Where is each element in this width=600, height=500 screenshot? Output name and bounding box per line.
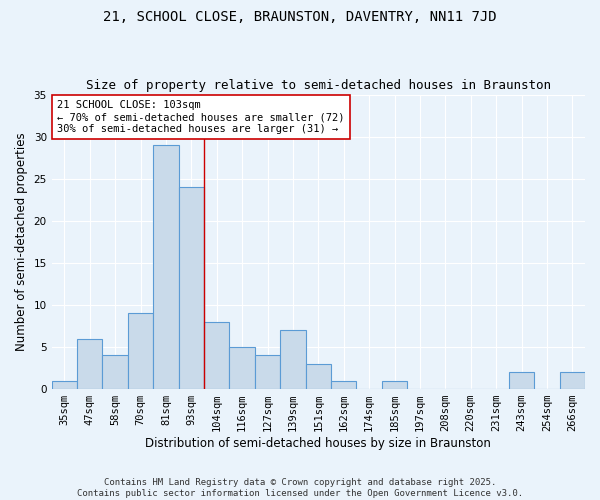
Bar [280,330,305,389]
Bar [560,372,585,389]
Bar [77,338,103,389]
X-axis label: Distribution of semi-detached houses by size in Braunston: Distribution of semi-detached houses by … [145,437,491,450]
Text: 21 SCHOOL CLOSE: 103sqm
← 70% of semi-detached houses are smaller (72)
30% of se: 21 SCHOOL CLOSE: 103sqm ← 70% of semi-de… [57,100,344,134]
Bar [331,380,356,389]
Bar [229,347,255,389]
Bar [255,356,280,389]
Bar [204,322,229,389]
Bar [153,145,179,389]
Bar [103,356,128,389]
Text: 21, SCHOOL CLOSE, BRAUNSTON, DAVENTRY, NN11 7JD: 21, SCHOOL CLOSE, BRAUNSTON, DAVENTRY, N… [103,10,497,24]
Bar [52,380,77,389]
Text: Contains HM Land Registry data © Crown copyright and database right 2025.
Contai: Contains HM Land Registry data © Crown c… [77,478,523,498]
Title: Size of property relative to semi-detached houses in Braunston: Size of property relative to semi-detach… [86,79,551,92]
Bar [509,372,534,389]
Bar [179,187,204,389]
Bar [382,380,407,389]
Bar [305,364,331,389]
Bar [128,314,153,389]
Y-axis label: Number of semi-detached properties: Number of semi-detached properties [15,132,28,351]
